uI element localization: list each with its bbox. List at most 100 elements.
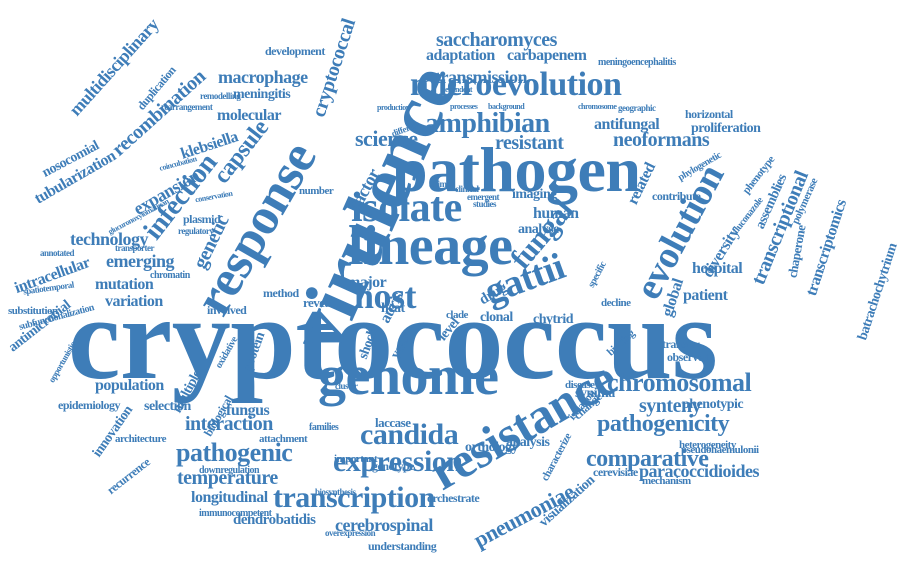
cloud-word-comparative: comparative	[586, 446, 709, 472]
cloud-word-human: human	[533, 205, 579, 222]
cloud-word-analyse: analyse	[518, 222, 559, 237]
cloud-word-laccase: laccase	[375, 415, 411, 430]
cloud-word-isolate: isolate	[351, 185, 462, 231]
cloud-word-clonal: clonal	[480, 310, 513, 325]
cloud-word-production: production	[377, 103, 410, 112]
cloud-word-dendrobatidis: dendrobatidis	[233, 512, 316, 528]
cloud-word-clade: clade	[446, 309, 468, 321]
cloud-word-cluster: cluster	[335, 381, 358, 391]
cloud-word-chromosomal: chromosomal	[607, 368, 752, 397]
cloud-word-regulatory: regulatory	[178, 226, 214, 236]
cloud-word-transporter: transporter	[115, 243, 155, 253]
cloud-word-reveal: reveal	[303, 295, 334, 310]
cloud-word-pathogen: pathogen	[392, 134, 641, 205]
cloud-word-orthology: orthology	[465, 440, 519, 455]
cloud-word-interaction: interaction	[185, 413, 273, 435]
cloud-word-resistant: resistant	[495, 132, 564, 154]
cloud-word-fungus: fungus	[226, 402, 270, 419]
cloud-word-batrachochytrium: batrachochytrium	[855, 241, 900, 343]
cloud-word-families: families	[309, 422, 339, 433]
cloud-word-plasmid: plasmid	[183, 212, 221, 226]
cloud-word-emerging: emerging	[106, 251, 174, 271]
cloud-word-adaptation: adaptation	[426, 47, 495, 64]
cloud-word-horizontal: horizontal	[685, 107, 733, 121]
cloud-word-method: method	[263, 286, 299, 300]
cloud-word-mutation: mutation	[95, 276, 154, 293]
cloud-word-overexpression: overexpression	[325, 528, 376, 538]
cloud-word-meningoencephalitis: meningoencephalitis	[598, 57, 676, 68]
cloud-word-saccharomyces: saccharomyces	[436, 29, 557, 51]
cloud-word-genotype: genotype	[372, 459, 415, 473]
cloud-word-antifungal: antifungal	[594, 116, 660, 133]
cloud-word-population: population	[95, 377, 164, 394]
cloud-word-chytrid: chytrid	[533, 312, 574, 327]
cloud-word-attachment: attachment	[259, 433, 308, 445]
cloud-word-lineage: lineage	[348, 215, 513, 277]
cloud-word-meningitis: meningitis	[233, 87, 291, 102]
cloud-word-recurrence: recurrence	[104, 454, 153, 498]
cloud-word-biosynthesis: biosynthesis	[315, 487, 356, 497]
cloud-word-phenotypic: phenotypic	[682, 397, 744, 412]
cloud-word-transfer: transfer	[662, 337, 700, 351]
cloud-word-temperature: temperature	[177, 467, 278, 489]
cloud-word-synteny: synteny	[639, 395, 702, 417]
cloud-word-carbapenem: carbapenem	[507, 47, 587, 64]
cloud-word-genome: genome	[318, 345, 499, 407]
cloud-word-imaging: imaging	[512, 187, 557, 202]
cloud-word-expression: expression	[333, 445, 463, 478]
cloud-word-microevolution: microevolution	[410, 66, 622, 103]
cloud-word-analysis: analysis	[506, 435, 550, 450]
cloud-word-cerevisiae: cerevisiae	[593, 465, 638, 479]
cloud-word-clinical: clinical	[455, 184, 479, 194]
cloud-word-contribute: contribute	[652, 189, 701, 203]
cloud-word-number: number	[299, 185, 334, 197]
cloud-word-pathogenic: pathogenic	[176, 438, 293, 467]
cloud-word-cerebrospinal: cerebrospinal	[335, 515, 433, 535]
cloud-word-involved: involved	[207, 303, 247, 317]
cloud-word-processes: processes	[450, 102, 478, 111]
cloud-word-dependent: dependent	[441, 85, 473, 94]
cloud-word-observed: observed	[667, 350, 710, 364]
cloud-word-chromosome: chromosome	[578, 102, 617, 111]
cloud-word-background: background	[488, 102, 525, 111]
cloud-word-heat: heat	[381, 301, 405, 316]
cloud-word-chromatin: chromatin	[150, 270, 190, 281]
cloud-word-transcription: transcription	[273, 481, 435, 514]
cloud-word-animal: animal	[429, 179, 453, 189]
cloud-word-studies: studies	[473, 199, 497, 209]
cloud-word-patient: patient	[683, 287, 728, 304]
cloud-word-major: major	[347, 274, 387, 291]
cloud-word-downregulation: downregulation	[199, 465, 260, 476]
cloud-word-remodelling: remodelling	[200, 91, 241, 101]
cloud-word-selection: selection	[144, 399, 191, 414]
cloud-word-disease: disease	[565, 379, 595, 391]
cloud-word-heterogeneity: heterogeneity	[679, 439, 736, 451]
cloud-word-cryptococcal: cryptococcal	[307, 16, 361, 120]
cloud-word-synima: synima	[575, 386, 615, 401]
cloud-word-emergent: emergent	[467, 192, 499, 202]
cloud-word-neoformans: neoformans	[613, 129, 710, 151]
cloud-word-cryptococcus: cryptococcus	[68, 273, 718, 404]
cloud-word-important: important	[334, 453, 378, 465]
cloud-word-pseudohaemulonii: pseudohaemulonii	[681, 444, 759, 456]
cloud-word-rearrangement: rearrangement	[161, 102, 213, 112]
cloud-word-epidemiology: epidemiology	[58, 398, 121, 412]
cloud-word-architecture: architecture	[115, 433, 167, 445]
cloud-word-mechanism: mechanism	[642, 475, 691, 487]
cloud-word-proliferation: proliferation	[691, 121, 761, 136]
cloud-word-geographic: geographic	[618, 103, 656, 113]
cloud-word-amphibian: amphibian	[425, 108, 550, 139]
cloud-word-transcriptomics: transcriptomics	[803, 197, 851, 299]
cloud-word-understanding: understanding	[368, 539, 437, 553]
cloud-word-paracoccidioides: paracoccidioides	[639, 461, 760, 481]
cloud-word-molecular: molecular	[217, 107, 281, 124]
cloud-word-host: host	[354, 276, 417, 316]
cloud-word-technology: technology	[70, 229, 149, 249]
cloud-word-transmission: transmission	[435, 67, 528, 87]
cloud-word-orchestrate: orchestrate	[427, 491, 480, 505]
cloud-word-variation: variation	[105, 293, 163, 310]
cloud-word-decline: decline	[601, 297, 631, 309]
cloud-word-hospital: hospital	[692, 260, 743, 277]
cloud-word-substitution: substitution	[8, 305, 58, 317]
cloud-word-innovation: innovation	[89, 403, 137, 461]
